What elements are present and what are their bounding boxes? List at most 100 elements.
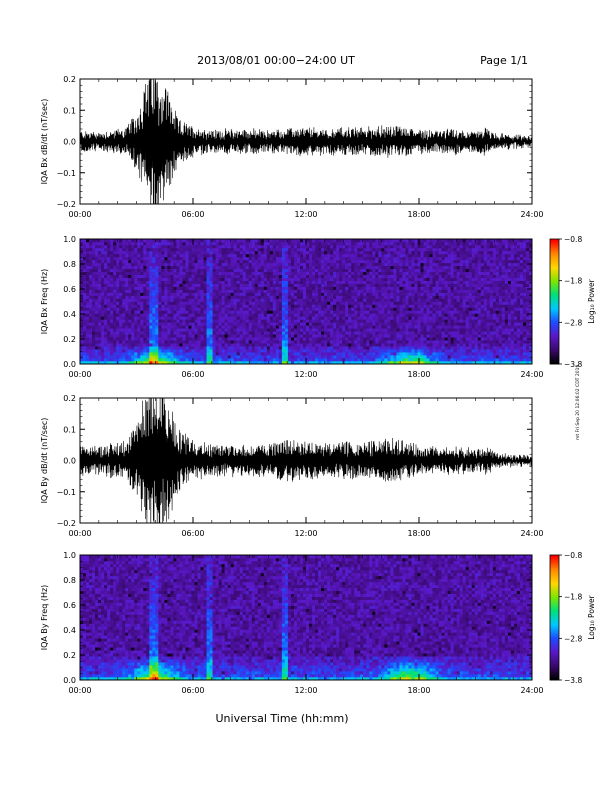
panels-group: 0.20.10.0−0.1−0.200:00 06:00 12:00 18:00 24:… [40,75,596,695]
panel-1-spec-cell [423,349,427,353]
panel-1-spec-cell [98,328,102,332]
panel-1-spec-cell [414,334,418,338]
panel-1-spec-cell [206,283,210,287]
panel-1-spec-cell [318,241,322,246]
panel-1-spec-cell [284,241,289,246]
panel-1-spec-cell [402,286,406,290]
panel-1-spec-cell [363,337,367,341]
panel-1-spec-cell [92,265,96,270]
panel-1-spec-cell [203,337,207,341]
panel-1-spec-cell [348,325,352,329]
panel-1-spec-cell [420,301,424,305]
panel-1-spec-cell [290,277,295,281]
panel-1-spec-cell [260,355,265,359]
panel-1-spec-cell [384,346,388,350]
panel-1-spec-cell [396,286,400,290]
panel-1-spec-cell [161,331,165,335]
panel-1-spec-cell [266,265,271,270]
panel-1-spec-cell [381,262,385,267]
panel-1-spec-cell [354,358,358,362]
panel-1-spec-cell [203,286,207,290]
panel-1-spec-cell [191,250,195,255]
panel-1-spec-cell [158,262,162,267]
panel-1-spec-cell [185,328,189,332]
panel-1-spec-cell [197,286,201,290]
panel-1-spec-cell [209,250,213,255]
panel-1-spec-cell [113,310,117,314]
panel-1-spec-cell [408,280,412,284]
panel-1-spec-cell [278,289,283,293]
panel-1-spec-cell [137,268,141,273]
panel-1-spec-cell [233,298,237,302]
panel-1-spec-cell [128,289,132,293]
panel-1-spec-cell [83,283,87,287]
panel-1-spec-cell [284,319,289,323]
panel-1-spec-cell [327,340,331,344]
panel-1-spec-cell [221,289,225,293]
panel-1-spec-cell [239,280,244,284]
panel-1-spec-cell [396,283,400,287]
panel-1-spec-cell [206,289,210,293]
panel-1-spec-cell [101,349,105,353]
panel-1-spec-cell [366,310,370,314]
panel-1-spec-cell [92,262,96,267]
panel-1-spec-cell [351,256,355,261]
panel-1-spec-cell [315,277,319,281]
panel-1-spec-cell [170,280,174,284]
panel-1-spec-cell [324,280,328,284]
panel-1-spec-cell [215,262,219,267]
panel-1-spec-cell [275,316,280,320]
panel-1-spec-cell [402,259,406,264]
panel-1-spec-cell [98,340,102,344]
panel-1-spec-cell [417,253,421,258]
panel-1-spec-cell [95,262,99,267]
panel-1-spec-cell [411,340,415,344]
panel-1-spec-cell [140,286,144,290]
panel-1-spec-cell [236,361,240,364]
panel-1-spec-cell [218,343,222,347]
panel-1-spec-cell [185,298,189,302]
panel-1-spec-cell [372,250,376,255]
panel-1-spec-cell [83,313,87,317]
panel-1-spec-cell [155,301,159,305]
panel-1-spec-cell [98,247,102,252]
panel-1-spec-cell [275,259,280,264]
panel-1-spec-cell [327,289,331,293]
panel-1-spec-cell [420,334,424,338]
panel-1-spec-cell [122,349,126,353]
panel-1-spec-cell [333,307,337,311]
panel-1-spec-cell [284,239,289,243]
panel-1-spec-cell [312,358,316,362]
panel-1-spec-cell [242,280,247,284]
panel-1-spec-cell [381,337,385,341]
panel-1-spec-cell [242,331,247,335]
panel-1-spec-cell [302,244,307,249]
panel-1-spec-cell [110,334,114,338]
panel-1-spec-cell [110,328,114,332]
panel-1-spec-cell [92,256,96,261]
panel-1-spec-cell [143,301,147,305]
panel-1-spec-cell [309,349,313,353]
panel-1-spec-cell [173,283,177,287]
panel-1-spec-cell [101,253,105,258]
panel-1-spec-cell [236,301,240,305]
panel-1-spec-cell [95,265,99,270]
panel-1-spec-cell [149,253,153,258]
panel-1-spec-cell [110,352,114,356]
panel-1-spec-cell [336,283,340,287]
panel-1-spec-cell [92,313,96,317]
panel-1-spec-cell [179,346,183,350]
panel-1-spec-cell [278,304,283,308]
panel-1-spec-cell [293,253,298,258]
panel-1-spec-cell [375,304,379,308]
panel-1-spec-cell [254,316,259,320]
panel-1-spec-cell [212,352,216,356]
panel-1-spec-cell [80,349,84,353]
panel-1-spec-cell [98,331,102,335]
panel-1-spec-cell [299,316,304,320]
panel-1-spec-cell [363,304,367,308]
panel-1-spec-cell [128,361,132,364]
panel-1-spec-cell [125,349,129,353]
panel-1-spec-cell [378,313,382,317]
panel-1-spec-cell [396,295,400,299]
